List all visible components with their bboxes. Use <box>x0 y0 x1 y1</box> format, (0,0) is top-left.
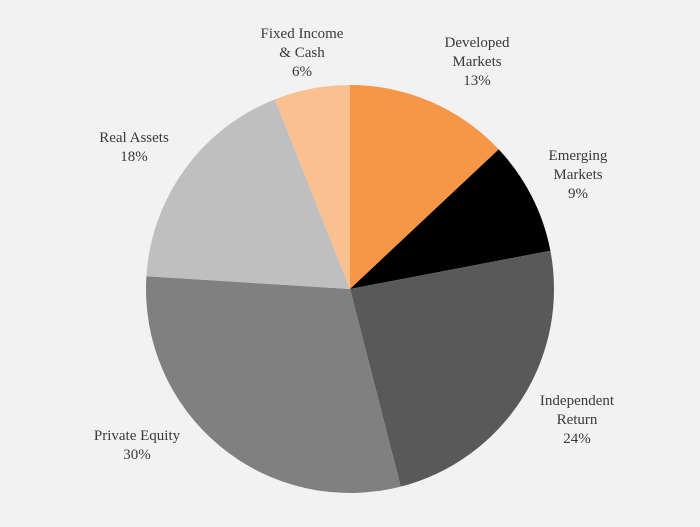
slice-name-label: Developed <box>445 35 510 51</box>
pie-slice-0 <box>350 85 499 289</box>
slice-label-3: Private Equity 30% <box>94 428 181 463</box>
slice-value-label: 24% <box>563 431 591 447</box>
pie-slice-3 <box>145 276 401 493</box>
pie-slice-1 <box>350 149 551 289</box>
slice-label-2: Independent Return 24% <box>540 393 615 447</box>
pie-slice-2 <box>350 250 555 487</box>
slice-name-label: Independent <box>540 393 615 409</box>
slice-value-label: 9% <box>568 186 588 202</box>
slice-value-label: 18% <box>120 149 148 165</box>
slice-label-1: Emerging Markets 9% <box>549 148 608 202</box>
slice-name-label: Real Assets <box>99 130 169 146</box>
slice-value-label: 30% <box>123 447 151 463</box>
slice-label-4: Real Assets 18% <box>99 130 169 165</box>
pie-slice-5 <box>274 85 350 289</box>
slice-value-label: 13% <box>463 73 491 89</box>
slice-name-label: Return <box>557 412 598 428</box>
slice-name-label: Emerging <box>549 148 608 164</box>
slice-name-label: Markets <box>452 54 501 70</box>
slice-name-label: Private Equity <box>94 428 181 444</box>
pie-slice-4 <box>146 99 350 289</box>
pie-slices <box>145 85 555 493</box>
slice-name-label: Fixed Income <box>261 26 344 42</box>
slice-value-label: 6% <box>292 64 312 80</box>
slice-label-5: Fixed Income & Cash 6% <box>261 26 344 80</box>
slice-name-label: & Cash <box>279 45 325 61</box>
slice-name-label: Markets <box>553 167 602 183</box>
slice-label-0: Developed Markets 13% <box>445 35 510 89</box>
pie-labels: Developed Markets 13% Emerging Markets 9% Inde… <box>94 26 615 463</box>
